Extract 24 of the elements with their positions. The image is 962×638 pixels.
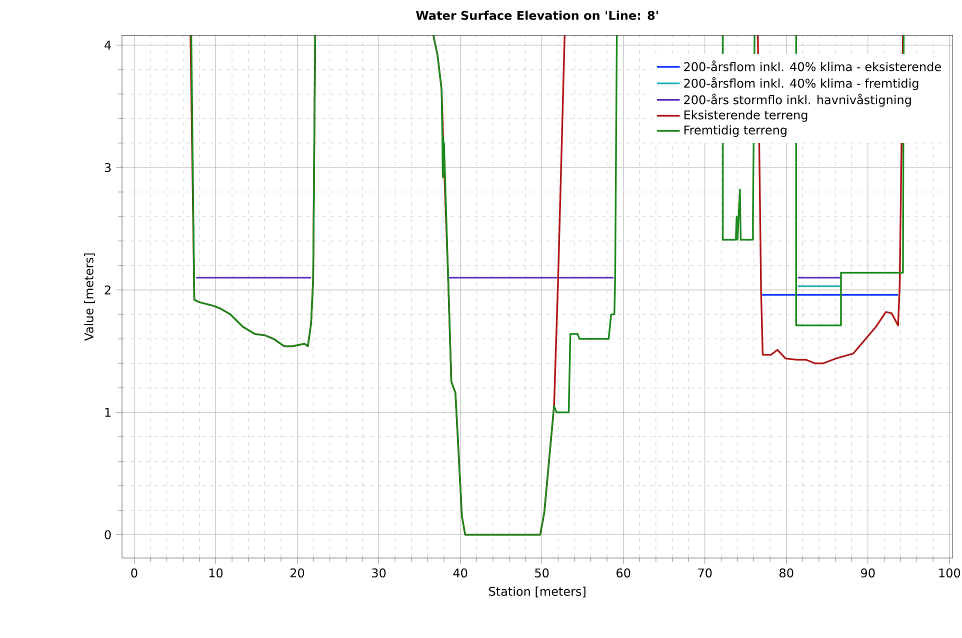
chart-title: Water Surface Elevation on 'Line: 8' [416,10,658,20]
x-tick-label: 100 [939,568,960,578]
x-tick-label: 50 [535,568,549,578]
y-axis-title: Value [meters] [84,253,95,341]
x-tick-label: 40 [453,568,468,578]
legend-label: 200-års stormflo inkl. havnivåstigning [684,94,911,107]
x-tick-label: 60 [616,568,630,578]
y-tick-label: 1 [105,408,110,417]
x-axis-title: Station [meters] [489,586,586,598]
y-tick-label: 2 [104,285,110,294]
y-tick-label: 0 [104,530,111,540]
y-tick-label: 3 [104,162,111,172]
x-tick-label: 20 [290,568,304,578]
x-tick-label: 0 [131,568,138,578]
x-tick-label: 30 [372,568,386,578]
legend-label: 200-årsflom inkl. 40% klima - fremtidig [684,77,918,90]
x-tick-label: 90 [861,568,875,578]
x-tick-label: 80 [780,568,794,578]
y-tick-label: 4 [104,40,111,50]
legend-label: 200-årsflom inkl. 40% klima - eksisterende [684,60,941,72]
x-tick-label: 70 [698,568,712,578]
legend-label: Fremtidig terreng [684,125,786,137]
x-tick-label: 10 [209,568,223,578]
legend-label: Eksisterende terreng [684,110,808,122]
